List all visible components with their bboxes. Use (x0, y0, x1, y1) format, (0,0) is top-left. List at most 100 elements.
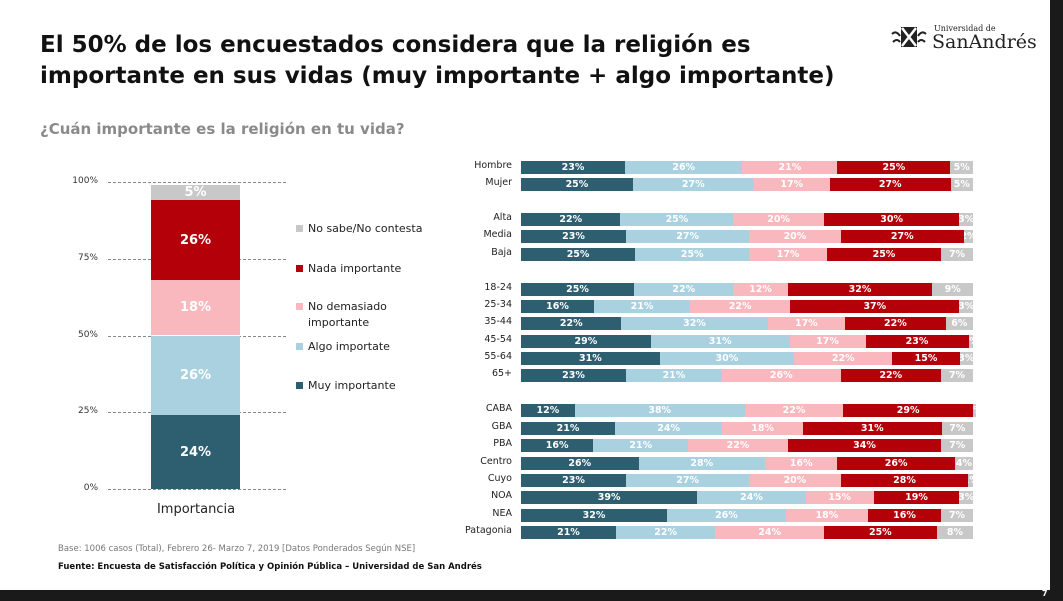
bar-segment-algo: 27% (632, 177, 754, 191)
bar-segment-ns: 0% (973, 403, 976, 417)
bar-segment-nada: 34% (787, 438, 942, 452)
university-logo: Universidad de SanAndrés (890, 24, 1040, 54)
row-label: 35-44 (484, 316, 512, 327)
row-label: NOA (491, 490, 512, 501)
bar-segment-ns: 7% (941, 247, 973, 261)
bar-segment-nodem: 17% (767, 316, 846, 330)
legend-item: No demasiado importante (296, 299, 428, 331)
bar-segment-nodem: 20% (733, 212, 824, 226)
row-label: PBA (493, 438, 512, 449)
bar-segment-ns: 6% (945, 316, 973, 330)
logo-small-text: Universidad de (934, 24, 996, 33)
row-label: Centro (480, 456, 512, 467)
bar-segment-algo: 21% (626, 368, 722, 382)
legend-label: Algo importate (308, 340, 390, 353)
row-label: Alta (493, 212, 512, 223)
bar-segment-muy: 22% (521, 212, 621, 226)
bar-segment-muy: 32% (521, 508, 668, 522)
bar-segment-muy: 21% (521, 421, 615, 435)
bar-segment-nada: 27% (840, 229, 964, 243)
bar-segment-ns: 7% (941, 368, 973, 382)
bar-segment-nodem: 20% (749, 229, 841, 243)
bar-segment-nodem: 26% (721, 368, 841, 382)
bar-segment-algo: 21% (593, 438, 689, 452)
row-label: 25-34 (484, 299, 512, 310)
y-tick-label: 100% (72, 176, 98, 186)
row-label: 45-54 (484, 334, 512, 345)
bar-segment-nodem: 17% (753, 177, 830, 191)
row-label: Cuyo (487, 473, 512, 484)
bar-segment-muy: 29% (521, 334, 651, 348)
bar-segment-ns: 7% (941, 508, 973, 522)
bar-segment-nada: 32% (787, 282, 933, 296)
bar-segment-nodem: 18% (151, 280, 240, 336)
bar-segment-nada: 26% (837, 456, 955, 470)
bar-segment-algo: 28% (638, 456, 766, 470)
legend-swatch (296, 225, 303, 232)
bar-segment-muy: 23% (521, 229, 626, 243)
bar-segment-nada: 23% (865, 334, 969, 348)
bar-segment-muy: 31% (521, 351, 660, 365)
bar-segment-nodem: 18% (722, 421, 803, 435)
bar-segment-nada: 22% (845, 316, 946, 330)
row-label: 65+ (491, 368, 512, 379)
bar-segment-nodem: 18% (785, 508, 868, 522)
bar-segment-nodem: 16% (765, 456, 838, 470)
row-label: Baja (491, 247, 512, 258)
bar-segment-nodem: 20% (749, 473, 841, 487)
bar-segment-muy: 23% (521, 368, 626, 382)
legend-item: No sabe/No contesta (296, 221, 428, 237)
bar-segment-algo: 24% (697, 490, 806, 504)
bar-segment-muy: 26% (521, 456, 639, 470)
bar-segment-nada: 16% (867, 508, 942, 522)
row-label: 18-24 (484, 282, 512, 293)
legend-swatch (296, 265, 303, 272)
legend-label: Muy importante (308, 379, 396, 392)
bar-segment-nodem: 17% (789, 334, 866, 348)
bar-segment-nodem: 24% (715, 525, 824, 539)
bar-segment-ns: 3% (959, 299, 973, 313)
bar-segment-algo: 22% (615, 525, 716, 539)
legend-label: Nada importante (308, 262, 402, 275)
row-label: GBA (491, 421, 512, 432)
bar-segment-ns: 8% (936, 525, 973, 539)
bar-segment-nada: 29% (843, 403, 973, 417)
bar-segment-algo: 32% (621, 316, 768, 330)
bar-segment-muy: 39% (521, 490, 698, 504)
bar-segment-nada: 37% (790, 299, 960, 313)
bar-segment-algo: 26% (624, 160, 743, 174)
bar-segment-algo: 30% (659, 351, 794, 365)
row-label: Mujer (485, 177, 512, 188)
bar-segment-ns: 3% (959, 490, 973, 504)
slide-title: El 50% de los encuestados considera que … (40, 32, 835, 89)
bar-segment-nada: 27% (829, 177, 951, 191)
bar-segment-muy: 22% (521, 316, 622, 330)
bar-segment-ns: 3% (959, 212, 973, 226)
legend-swatch (296, 303, 303, 310)
bar-segment-muy: 16% (521, 438, 594, 452)
bar-segment-algo: 26% (667, 508, 786, 522)
legend-item: Algo importate (296, 339, 428, 355)
bar-segment-ns: 1% (968, 334, 973, 348)
bar-segment-ns: 9% (932, 282, 973, 296)
gridline (108, 489, 286, 490)
bar-segment-nada: 25% (823, 525, 937, 539)
bar-segment-nodem: 21% (742, 160, 838, 174)
bar-segment-ns: 3% (959, 351, 973, 365)
bar-segment-muy: 23% (521, 160, 625, 174)
bar-segment-algo: 21% (594, 299, 690, 313)
bar-segment-muy: 24% (151, 415, 240, 489)
bar-segment-muy: 25% (521, 282, 634, 296)
bar-segment-nada: 26% (151, 200, 240, 281)
bar-segment-nodem: 22% (689, 299, 791, 313)
row-label: 55-64 (484, 351, 512, 362)
bar-segment-nodem: 22% (793, 351, 893, 365)
y-tick-label: 25% (77, 406, 98, 417)
slide: El 50% de los encuestados considera que … (0, 0, 1050, 590)
legend-label: No sabe/No contesta (308, 222, 423, 235)
y-tick-label: 0% (83, 483, 98, 493)
bar-segment-algo: 27% (626, 229, 750, 243)
legend-item: Muy importante (296, 378, 428, 394)
page-number: 7 (1042, 589, 1048, 598)
bar-segment-ns: 2% (963, 229, 973, 243)
